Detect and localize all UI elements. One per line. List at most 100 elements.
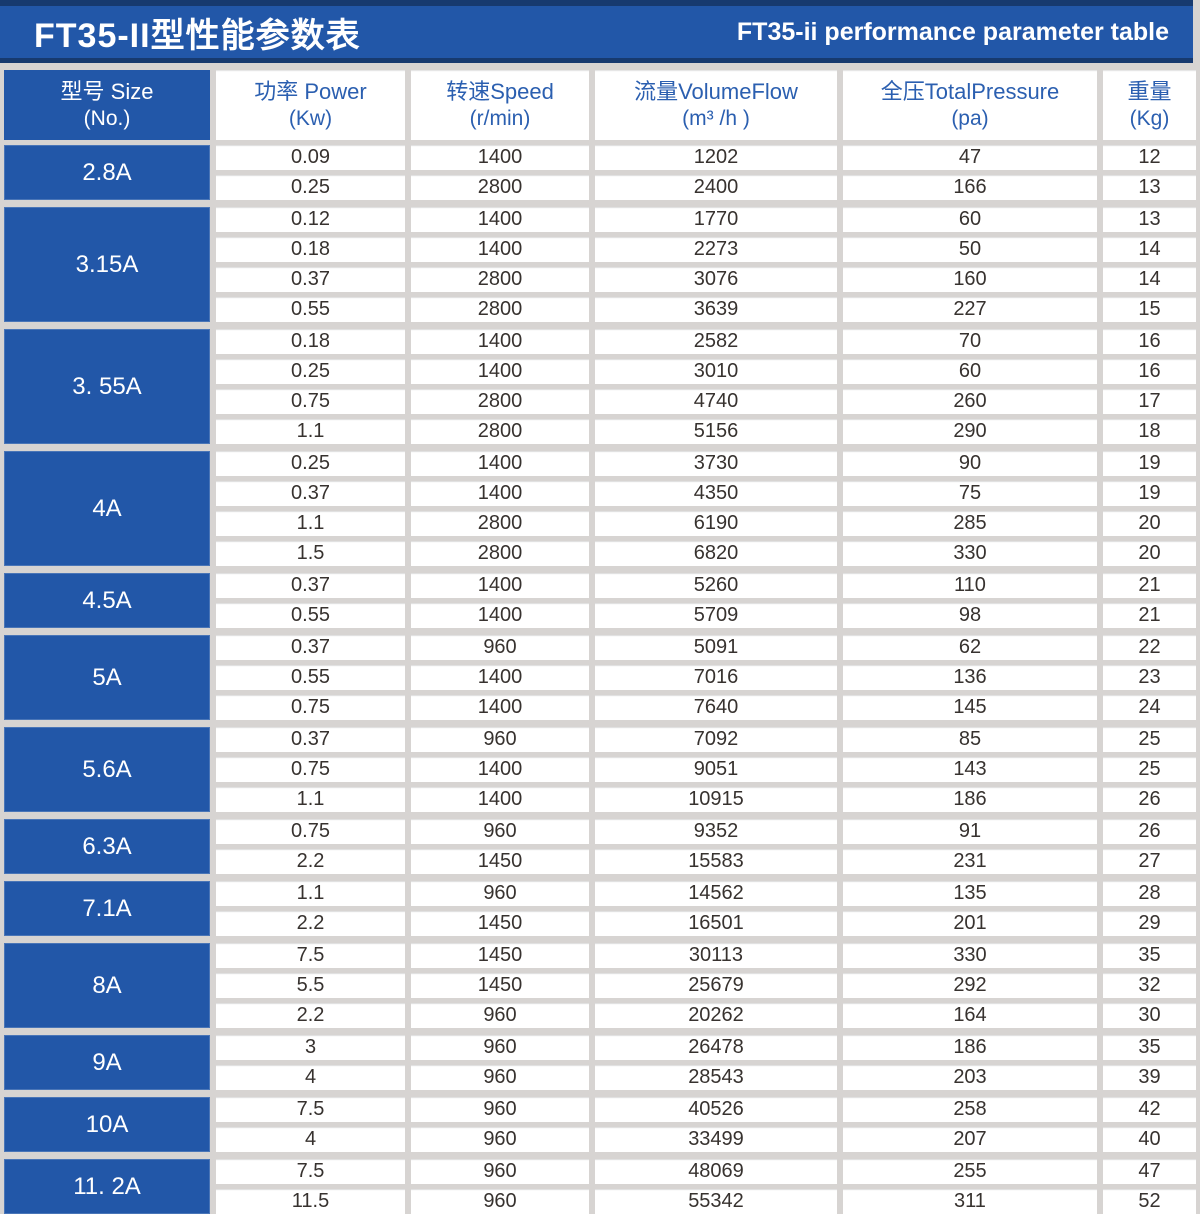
size-label: 5A: [4, 635, 210, 720]
table-cell: 28: [1103, 881, 1196, 906]
size-label: 7.1A: [4, 881, 210, 936]
table-cell: 47: [1103, 1159, 1196, 1184]
table-cell: 0.75: [216, 389, 405, 414]
table-cell: 5260: [595, 573, 837, 598]
table-cell: 0.25: [216, 451, 405, 476]
size-label: 3.15A: [4, 207, 210, 322]
table-cell: 0.18: [216, 329, 405, 354]
table-cell: 110: [843, 573, 1097, 598]
size-label: 2.8A: [4, 145, 210, 200]
table-cell: 1450: [411, 943, 589, 968]
table-cell: 16: [1103, 329, 1196, 354]
table-cell: 7.5: [216, 943, 405, 968]
table-cell: 85: [843, 727, 1097, 752]
table-cell: 1400: [411, 329, 589, 354]
table-cell: 13: [1103, 175, 1196, 200]
table-cell: 35: [1103, 1035, 1196, 1060]
size-label: 3. 55A: [4, 329, 210, 444]
table-cell: 2800: [411, 267, 589, 292]
table-cell: 0.25: [216, 359, 405, 384]
column-header-label: 流量VolumeFlow: [634, 79, 798, 105]
table-cell: 20262: [595, 1003, 837, 1028]
table-cell: 4740: [595, 389, 837, 414]
table-cell: 145: [843, 695, 1097, 720]
column-header-label: 型号 Size: [60, 79, 154, 105]
table-cell: 90: [843, 451, 1097, 476]
table-cell: 40526: [595, 1097, 837, 1122]
size-group: 8A 7.5 1450 30113 330 35 5.5 1450 25679 292 32 2.2 9…: [4, 943, 1200, 1028]
table-cell: 16: [1103, 359, 1196, 384]
size-group: 4A 0.25 1400 3730 90 19 0.37 1400 4350 75 19 1.1 280…: [4, 451, 1200, 566]
table-cell: 7016: [595, 665, 837, 690]
size-label: 9A: [4, 1035, 210, 1090]
table-cell: 2800: [411, 389, 589, 414]
table-cell: 15583: [595, 849, 837, 874]
table-cell: 160: [843, 267, 1097, 292]
table-cell: 21: [1103, 603, 1196, 628]
table-cell: 960: [411, 1035, 589, 1060]
table-cell: 30: [1103, 1003, 1196, 1028]
table-cell: 75: [843, 481, 1097, 506]
table-cell: 60: [843, 207, 1097, 232]
table-cell: 1400: [411, 145, 589, 170]
table-cell: 260: [843, 389, 1097, 414]
table-cell: 1400: [411, 603, 589, 628]
table-cell: 1400: [411, 237, 589, 262]
table-cell: 0.37: [216, 635, 405, 660]
column-header-label: 转速Speed: [446, 79, 554, 105]
column-header-unit: (No.): [83, 106, 131, 130]
table-cell: 960: [411, 1159, 589, 1184]
table-cell: 22: [1103, 635, 1196, 660]
table-cell: 13: [1103, 207, 1196, 232]
table-cell: 1400: [411, 695, 589, 720]
table-cell: 1400: [411, 481, 589, 506]
table-cell: 1450: [411, 973, 589, 998]
table-cell: 15: [1103, 297, 1196, 322]
table-cell: 23: [1103, 665, 1196, 690]
table-cell: 3010: [595, 359, 837, 384]
table-cell: 98: [843, 603, 1097, 628]
table-cell: 52: [1103, 1189, 1196, 1214]
table-cell: 3730: [595, 451, 837, 476]
column-header-unit: (Kw): [288, 106, 333, 130]
table-cell: 26: [1103, 819, 1196, 844]
table-cell: 21: [1103, 573, 1196, 598]
table-cell: 960: [411, 881, 589, 906]
table-cell: 2.2: [216, 911, 405, 936]
table-cell: 960: [411, 1065, 589, 1090]
table-cell: 292: [843, 973, 1097, 998]
table-header-row: 型号 Size (No.) 功率 Power (Kw) 转速Speed (r/m…: [4, 70, 1200, 140]
size-group: 5.6A 0.37 960 7092 85 25 0.75 1400 9051 143 25 1.1 1…: [4, 727, 1200, 812]
table-cell: 4350: [595, 481, 837, 506]
table-cell: 1400: [411, 757, 589, 782]
table-cell: 26: [1103, 787, 1196, 812]
table-cell: 1400: [411, 451, 589, 476]
table-cell: 290: [843, 419, 1097, 444]
table-cell: 55342: [595, 1189, 837, 1214]
table-cell: 227: [843, 297, 1097, 322]
size-label: 11. 2A: [4, 1159, 210, 1214]
table-cell: 2582: [595, 329, 837, 354]
table-cell: 4: [216, 1127, 405, 1152]
table-body: 2.8A 0.09 1400 1202 47 12 0.25 2800 2400 166 13 3.1…: [4, 145, 1200, 1214]
size-group: 3. 55A 0.18 1400 2582 70 16 0.25 1400 3010 60 16 0.…: [4, 329, 1200, 444]
table-cell: 0.55: [216, 603, 405, 628]
table-cell: 2800: [411, 541, 589, 566]
table-cell: 203: [843, 1065, 1097, 1090]
table-cell: 3639: [595, 297, 837, 322]
table-cell: 1.1: [216, 881, 405, 906]
table-cell: 1.1: [216, 419, 405, 444]
table-cell: 5156: [595, 419, 837, 444]
table-cell: 7.5: [216, 1097, 405, 1122]
table-cell: 39: [1103, 1065, 1196, 1090]
table-cell: 285: [843, 511, 1097, 536]
table-cell: 42: [1103, 1097, 1196, 1122]
table-cell: 62: [843, 635, 1097, 660]
size-group: 6.3A 0.75 960 9352 91 26 2.2 1450 15583 231 27: [4, 819, 1200, 874]
size-label: 4A: [4, 451, 210, 566]
column-header-unit: (pa): [951, 106, 989, 130]
table-cell: 14: [1103, 237, 1196, 262]
size-label: 6.3A: [4, 819, 210, 874]
table-cell: 186: [843, 1035, 1097, 1060]
table-cell: 960: [411, 727, 589, 752]
